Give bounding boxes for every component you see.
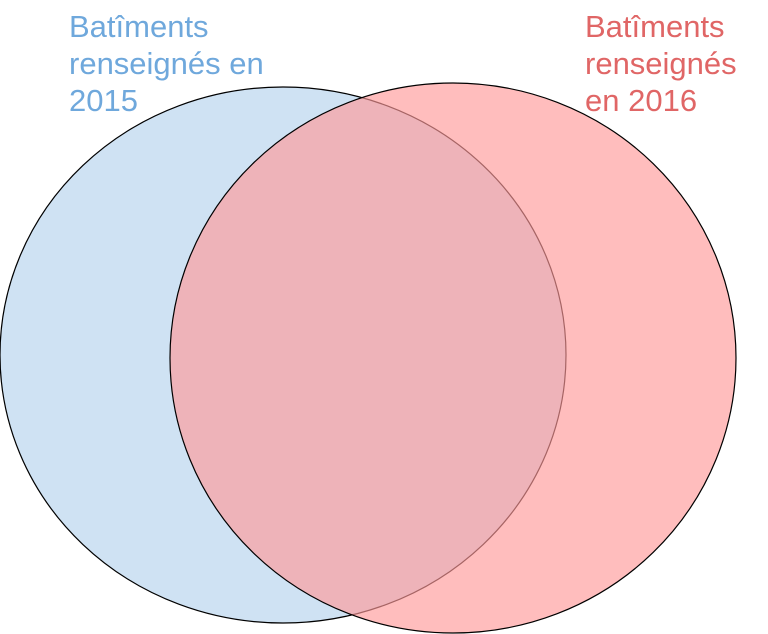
set-2016-circle [169,82,737,634]
set-2015-label: Batîments renseignés en 2015 [69,8,264,119]
set-2016-label: Batîments renseignés en 2016 [585,8,737,119]
set-2015-label-line: 2015 [69,83,138,118]
set-2016-label-line: Batîments [585,9,725,44]
set-2015-label-line: renseignés en [69,46,264,81]
set-2016-label-line: en 2016 [585,83,698,118]
set-2016-label-line: renseignés [585,46,737,81]
set-2015-label-line: Batîments [69,9,209,44]
